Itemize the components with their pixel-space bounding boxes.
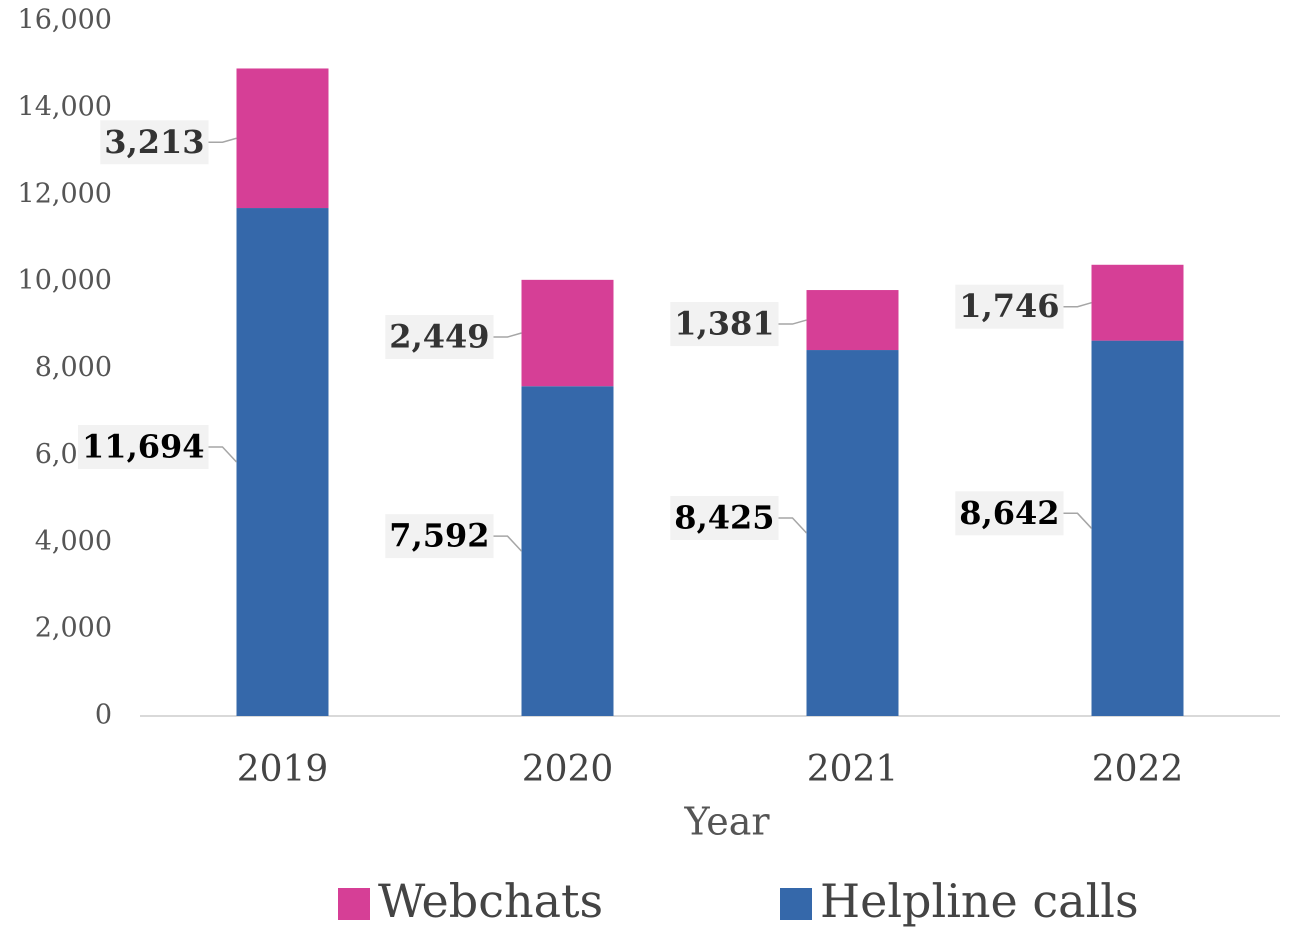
bar-segment [236, 68, 329, 209]
bar-segment [806, 350, 899, 716]
data-label-box [385, 315, 494, 360]
leader-line [1063, 512, 1093, 529]
data-label: 7,592 [389, 517, 489, 555]
x-tick-label: 2020 [522, 749, 614, 790]
x-tick-label: 2019 [237, 749, 329, 790]
y-tick-label: 14,000 [18, 91, 112, 122]
data-label: 3,213 [104, 123, 204, 161]
leader-line [1063, 301, 1092, 308]
bar-segment [236, 208, 329, 716]
leader-line [493, 535, 523, 552]
leader-line [208, 137, 237, 144]
legend-swatch [780, 888, 812, 920]
data-label: 8,642 [959, 494, 1059, 532]
leader-line [778, 319, 807, 325]
legend-label: Webchats [378, 874, 603, 928]
data-label: 1,746 [959, 287, 1059, 325]
data-label: 2,449 [389, 318, 489, 356]
y-tick-label: 16,000 [18, 5, 112, 36]
leader-line [208, 446, 238, 463]
bar-segment [521, 386, 614, 716]
data-label-box [100, 120, 209, 165]
data-label-box [955, 284, 1064, 329]
y-tick-label: 2,000 [35, 613, 112, 644]
y-tick-label: 10,000 [18, 265, 112, 296]
bar-segment [806, 290, 899, 351]
y-tick-label: 4,000 [35, 526, 112, 557]
legend-swatch [338, 888, 370, 920]
x-axis-title: Year [683, 800, 770, 844]
data-label: 1,381 [674, 305, 774, 343]
y-tick-label: 8,000 [35, 352, 112, 383]
y-tick-label: 0 [95, 700, 112, 731]
bar-segment [1091, 340, 1184, 716]
data-label-box [670, 302, 779, 347]
data-label-box [955, 491, 1064, 536]
x-tick-label: 2022 [1092, 749, 1184, 790]
bar-segment [1091, 264, 1184, 341]
bar-segment [521, 279, 614, 387]
y-tick-label: 12,000 [18, 178, 112, 209]
leader-line [778, 517, 808, 534]
data-label-box [78, 425, 209, 470]
x-tick-label: 2021 [807, 749, 899, 790]
legend-label: Helpline calls [820, 874, 1139, 928]
data-label: 8,425 [674, 499, 774, 537]
leader-line [493, 332, 522, 338]
data-label-box [670, 496, 779, 541]
data-label: 11,694 [82, 428, 204, 466]
data-label-box [385, 514, 494, 559]
